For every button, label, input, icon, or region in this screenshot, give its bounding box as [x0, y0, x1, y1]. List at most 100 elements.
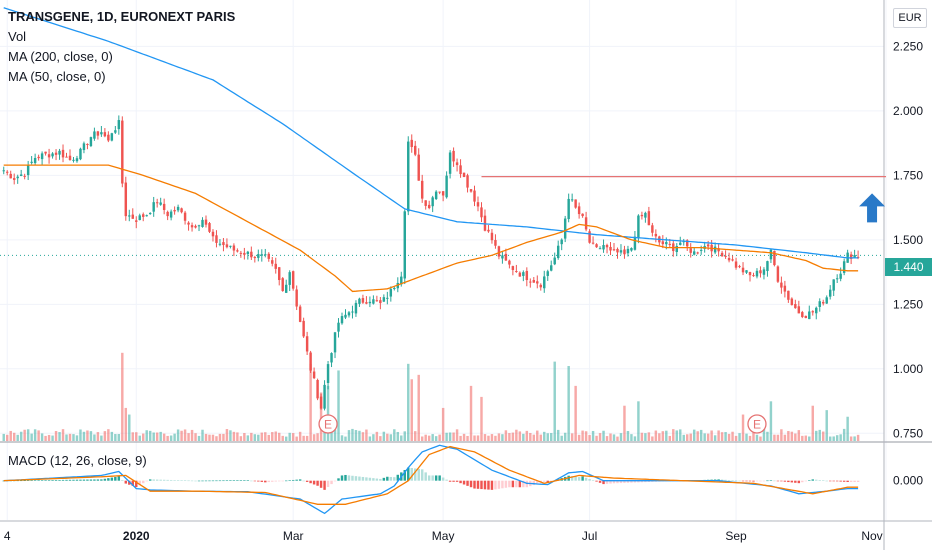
earnings-event-icon[interactable]: E: [318, 414, 338, 434]
macd-histogram-bar: [727, 480, 731, 481]
volume-bar: [842, 428, 846, 441]
price-axis[interactable]: 2.250 2.000 1.750 1.500 1.250 1.000 0.750 0.000: [893, 39, 923, 487]
candle: [40, 151, 44, 166]
volume-bar: [236, 432, 239, 441]
volume-bar: [89, 431, 93, 441]
macd-histogram-bar: [183, 480, 187, 481]
macd-histogram-bar: [302, 480, 305, 482]
ma50-legend[interactable]: MA (50, close, 0): [8, 69, 106, 84]
macd-histogram-bar: [232, 480, 236, 481]
candle-body: [180, 208, 183, 213]
volume-bar: [822, 431, 825, 441]
candle-body: [135, 220, 138, 222]
candle: [525, 267, 529, 287]
candle: [570, 193, 574, 202]
volume-legend[interactable]: Vol: [8, 29, 27, 44]
candle: [804, 315, 808, 319]
macd-histogram-bar: [159, 479, 162, 481]
volume-bar: [19, 431, 23, 441]
volume-bar: [727, 433, 731, 441]
candle: [2, 166, 5, 175]
candle-body: [417, 154, 420, 181]
volume-bar: [246, 435, 250, 441]
volume-bar: [264, 432, 267, 441]
candle-body: [480, 207, 483, 218]
earnings-event-icon[interactable]: E: [747, 414, 767, 434]
candle: [215, 230, 218, 248]
volume-bar: [389, 434, 393, 441]
candle: [358, 297, 361, 307]
candle-body: [675, 246, 678, 253]
macd-histogram-bar: [54, 479, 58, 481]
volume-bar: [431, 434, 434, 441]
macd-histogram-bar: [103, 478, 107, 481]
volume-bar: [278, 432, 281, 441]
candle-body: [431, 197, 434, 207]
macd-histogram-bar: [515, 480, 518, 488]
macd-histogram-bar: [291, 479, 295, 481]
candle-body: [65, 156, 68, 158]
up-arrow-icon[interactable]: [859, 193, 886, 223]
volume-bar: [2, 433, 5, 441]
volume-bar: [379, 436, 382, 441]
macd-histogram-bar: [797, 480, 801, 484]
macd-histogram-bar: [361, 476, 365, 481]
volume-bar: [131, 432, 134, 441]
volume-bar: [6, 434, 9, 441]
candle: [166, 210, 169, 221]
candle: [651, 222, 654, 237]
candle: [755, 268, 759, 279]
macd-line: [3, 444, 859, 515]
candle: [801, 310, 804, 319]
candle-body: [128, 215, 131, 217]
macd-histogram-bar: [243, 480, 246, 481]
candle-body: [152, 202, 155, 212]
macd-histogram-bar: [44, 480, 47, 481]
candle: [626, 245, 630, 257]
candle: [598, 246, 602, 250]
macd-histogram-bar: [441, 477, 445, 481]
macd-histogram-bar: [504, 480, 508, 488]
volume-bar: [469, 385, 473, 441]
volume-bar: [713, 435, 717, 441]
price-tick-label: 0.750: [893, 426, 923, 440]
candle-body: [539, 284, 542, 288]
macd-histogram-bar: [124, 480, 128, 484]
time-axis[interactable]: 4 2020 Mar May Jul Sep Nov: [4, 529, 883, 543]
volume-bar: [480, 396, 483, 441]
candle: [584, 211, 588, 232]
candle-body: [598, 248, 602, 250]
volume-bar: [550, 433, 553, 441]
candle-body: [647, 211, 651, 226]
macd-histogram-bar: [236, 480, 239, 481]
candle-body: [490, 232, 494, 241]
candle-body: [734, 261, 738, 268]
candle-body: [386, 297, 389, 299]
volume-bar: [271, 432, 274, 441]
macd-histogram-bar: [846, 480, 849, 482]
volume-bar: [515, 429, 518, 441]
macd-legend[interactable]: MACD (12, 26, close, 9): [8, 453, 147, 468]
candle-body: [835, 278, 839, 280]
macd-histogram-bar: [30, 480, 33, 481]
volume-bar: [658, 433, 661, 441]
candle: [51, 152, 54, 159]
currency-button[interactable]: EUR: [893, 8, 927, 28]
candle-body: [668, 243, 672, 245]
volume-bar: [703, 433, 706, 441]
candle-body: [159, 202, 162, 205]
volume-bar: [839, 434, 842, 441]
candle-body: [815, 307, 818, 314]
volume-bar: [766, 431, 769, 441]
candle: [553, 252, 556, 266]
volume-bar: [630, 434, 633, 441]
candle: [532, 277, 536, 283]
macd-histogram-bar: [835, 480, 839, 482]
candle-body: [797, 306, 801, 314]
candle: [536, 275, 539, 289]
ma200-legend[interactable]: MA (200, close, 0): [8, 49, 113, 64]
volume-bar: [633, 436, 637, 441]
candlestick-series[interactable]: [2, 115, 860, 411]
